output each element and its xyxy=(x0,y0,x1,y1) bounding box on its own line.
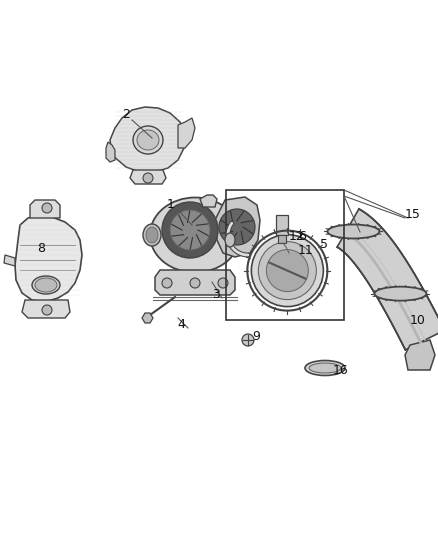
Ellipse shape xyxy=(150,198,240,272)
Text: 16: 16 xyxy=(333,364,349,376)
Ellipse shape xyxy=(258,241,316,300)
Ellipse shape xyxy=(328,224,379,238)
Polygon shape xyxy=(22,300,70,318)
Text: 4: 4 xyxy=(177,319,185,332)
Circle shape xyxy=(190,278,200,288)
Text: 9: 9 xyxy=(252,329,260,343)
Polygon shape xyxy=(155,270,235,295)
Polygon shape xyxy=(130,170,166,184)
Polygon shape xyxy=(142,313,153,323)
Ellipse shape xyxy=(35,278,57,292)
Circle shape xyxy=(170,210,210,250)
Circle shape xyxy=(162,278,172,288)
Text: 2: 2 xyxy=(122,109,130,122)
Ellipse shape xyxy=(251,235,323,306)
Bar xyxy=(276,215,288,235)
Text: 6: 6 xyxy=(298,230,306,244)
Polygon shape xyxy=(4,255,15,266)
Polygon shape xyxy=(106,142,115,162)
Ellipse shape xyxy=(305,360,345,376)
Polygon shape xyxy=(215,197,260,257)
Ellipse shape xyxy=(225,233,235,247)
Circle shape xyxy=(242,334,254,346)
Text: 1: 1 xyxy=(167,198,175,212)
Text: 8: 8 xyxy=(37,241,45,254)
Bar xyxy=(226,190,344,320)
Ellipse shape xyxy=(32,276,60,294)
Circle shape xyxy=(42,305,52,315)
Polygon shape xyxy=(15,215,82,302)
Circle shape xyxy=(143,173,153,183)
Circle shape xyxy=(162,202,218,258)
Ellipse shape xyxy=(143,224,161,246)
Text: 5: 5 xyxy=(320,238,328,252)
Text: 11: 11 xyxy=(298,244,314,256)
Text: 15: 15 xyxy=(405,208,421,222)
Polygon shape xyxy=(178,118,195,148)
Ellipse shape xyxy=(137,130,159,150)
Polygon shape xyxy=(30,200,60,218)
Circle shape xyxy=(218,278,228,288)
Text: 12: 12 xyxy=(289,230,305,244)
Circle shape xyxy=(219,209,255,245)
Text: 3: 3 xyxy=(212,288,220,302)
Polygon shape xyxy=(405,340,435,370)
Polygon shape xyxy=(200,195,217,207)
Polygon shape xyxy=(337,209,438,350)
Ellipse shape xyxy=(133,126,163,154)
Bar xyxy=(278,235,286,243)
Ellipse shape xyxy=(146,227,158,243)
Circle shape xyxy=(42,203,52,213)
Text: 10: 10 xyxy=(410,313,426,327)
Polygon shape xyxy=(110,107,185,172)
Ellipse shape xyxy=(374,287,427,301)
Ellipse shape xyxy=(266,249,308,292)
Ellipse shape xyxy=(309,363,341,373)
